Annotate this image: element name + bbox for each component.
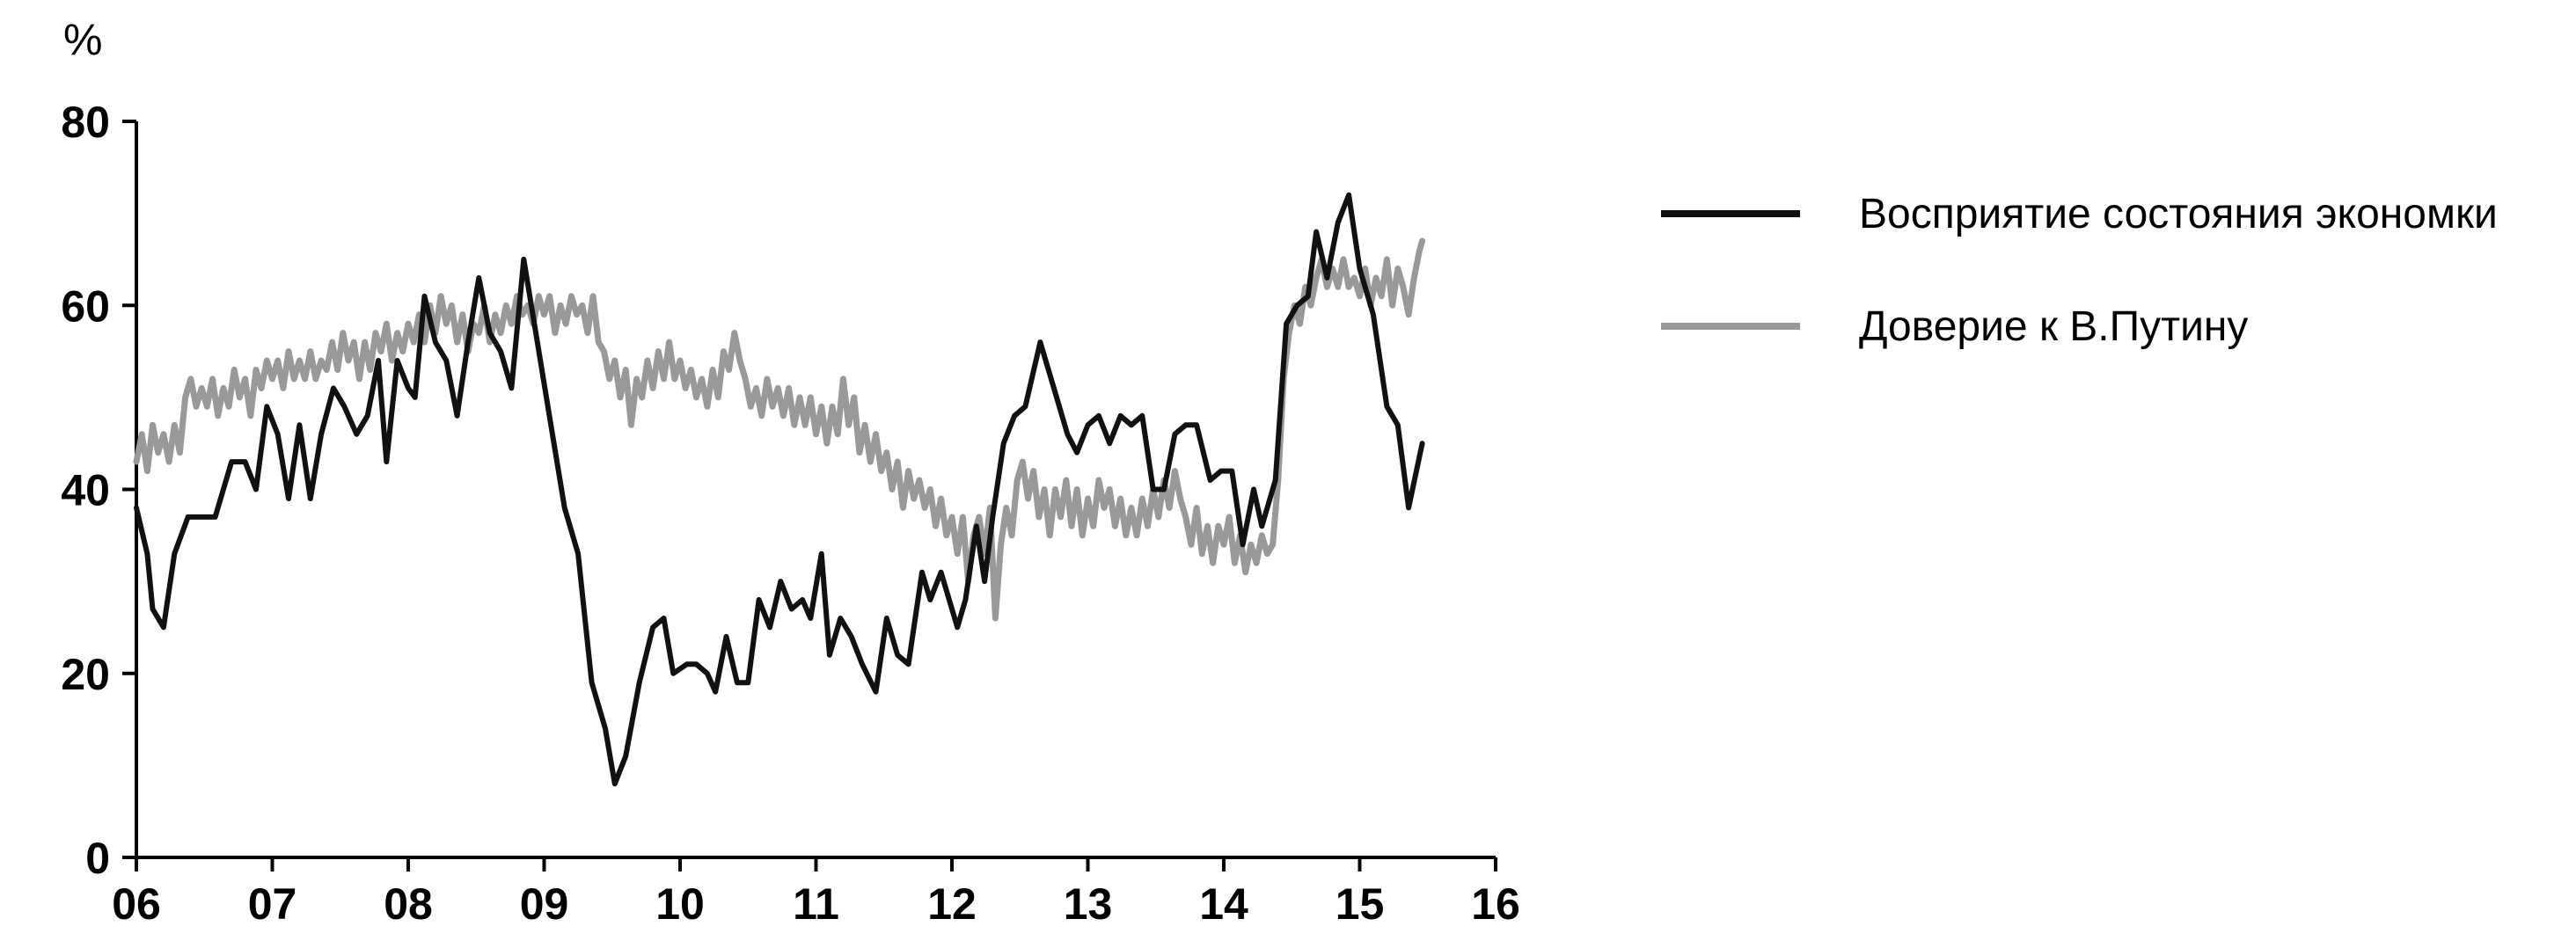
legend-label-2: Доверие к В.Путину <box>1859 303 2248 350</box>
x-tick-label: 09 <box>520 879 569 929</box>
x-tick-label: 08 <box>384 879 433 929</box>
y-tick-label: 60 <box>61 281 110 331</box>
x-tick-label: 10 <box>655 879 705 929</box>
y-tick-label: 40 <box>61 466 110 515</box>
series-line-1 <box>134 192 1425 787</box>
series-layer <box>133 192 1426 787</box>
y-tick-label: 0 <box>85 834 110 883</box>
axes: 0 20 40 60 80 06 07 08 09 10 11 12 13 14 15 16 <box>61 98 1519 929</box>
legend: Восприятие состояния экономки Доверие к В… <box>1661 191 2498 350</box>
y-tick-label: 20 <box>61 650 110 699</box>
x-tick-label: 14 <box>1199 879 1248 929</box>
x-tick-label: 15 <box>1336 879 1385 929</box>
x-tick-label: 06 <box>112 879 161 929</box>
x-tick-label: 07 <box>248 879 297 929</box>
x-tick-label: 12 <box>927 879 977 929</box>
x-tick-label: 13 <box>1064 879 1113 929</box>
legend-label-1: Восприятие состояния экономки <box>1859 191 2498 237</box>
x-tick-label: 11 <box>793 879 839 929</box>
series-line-2 <box>133 237 1426 622</box>
y-axis-unit-label: % <box>63 15 102 64</box>
x-tick-label: 16 <box>1471 879 1520 929</box>
y-tick-label: 80 <box>61 98 110 147</box>
